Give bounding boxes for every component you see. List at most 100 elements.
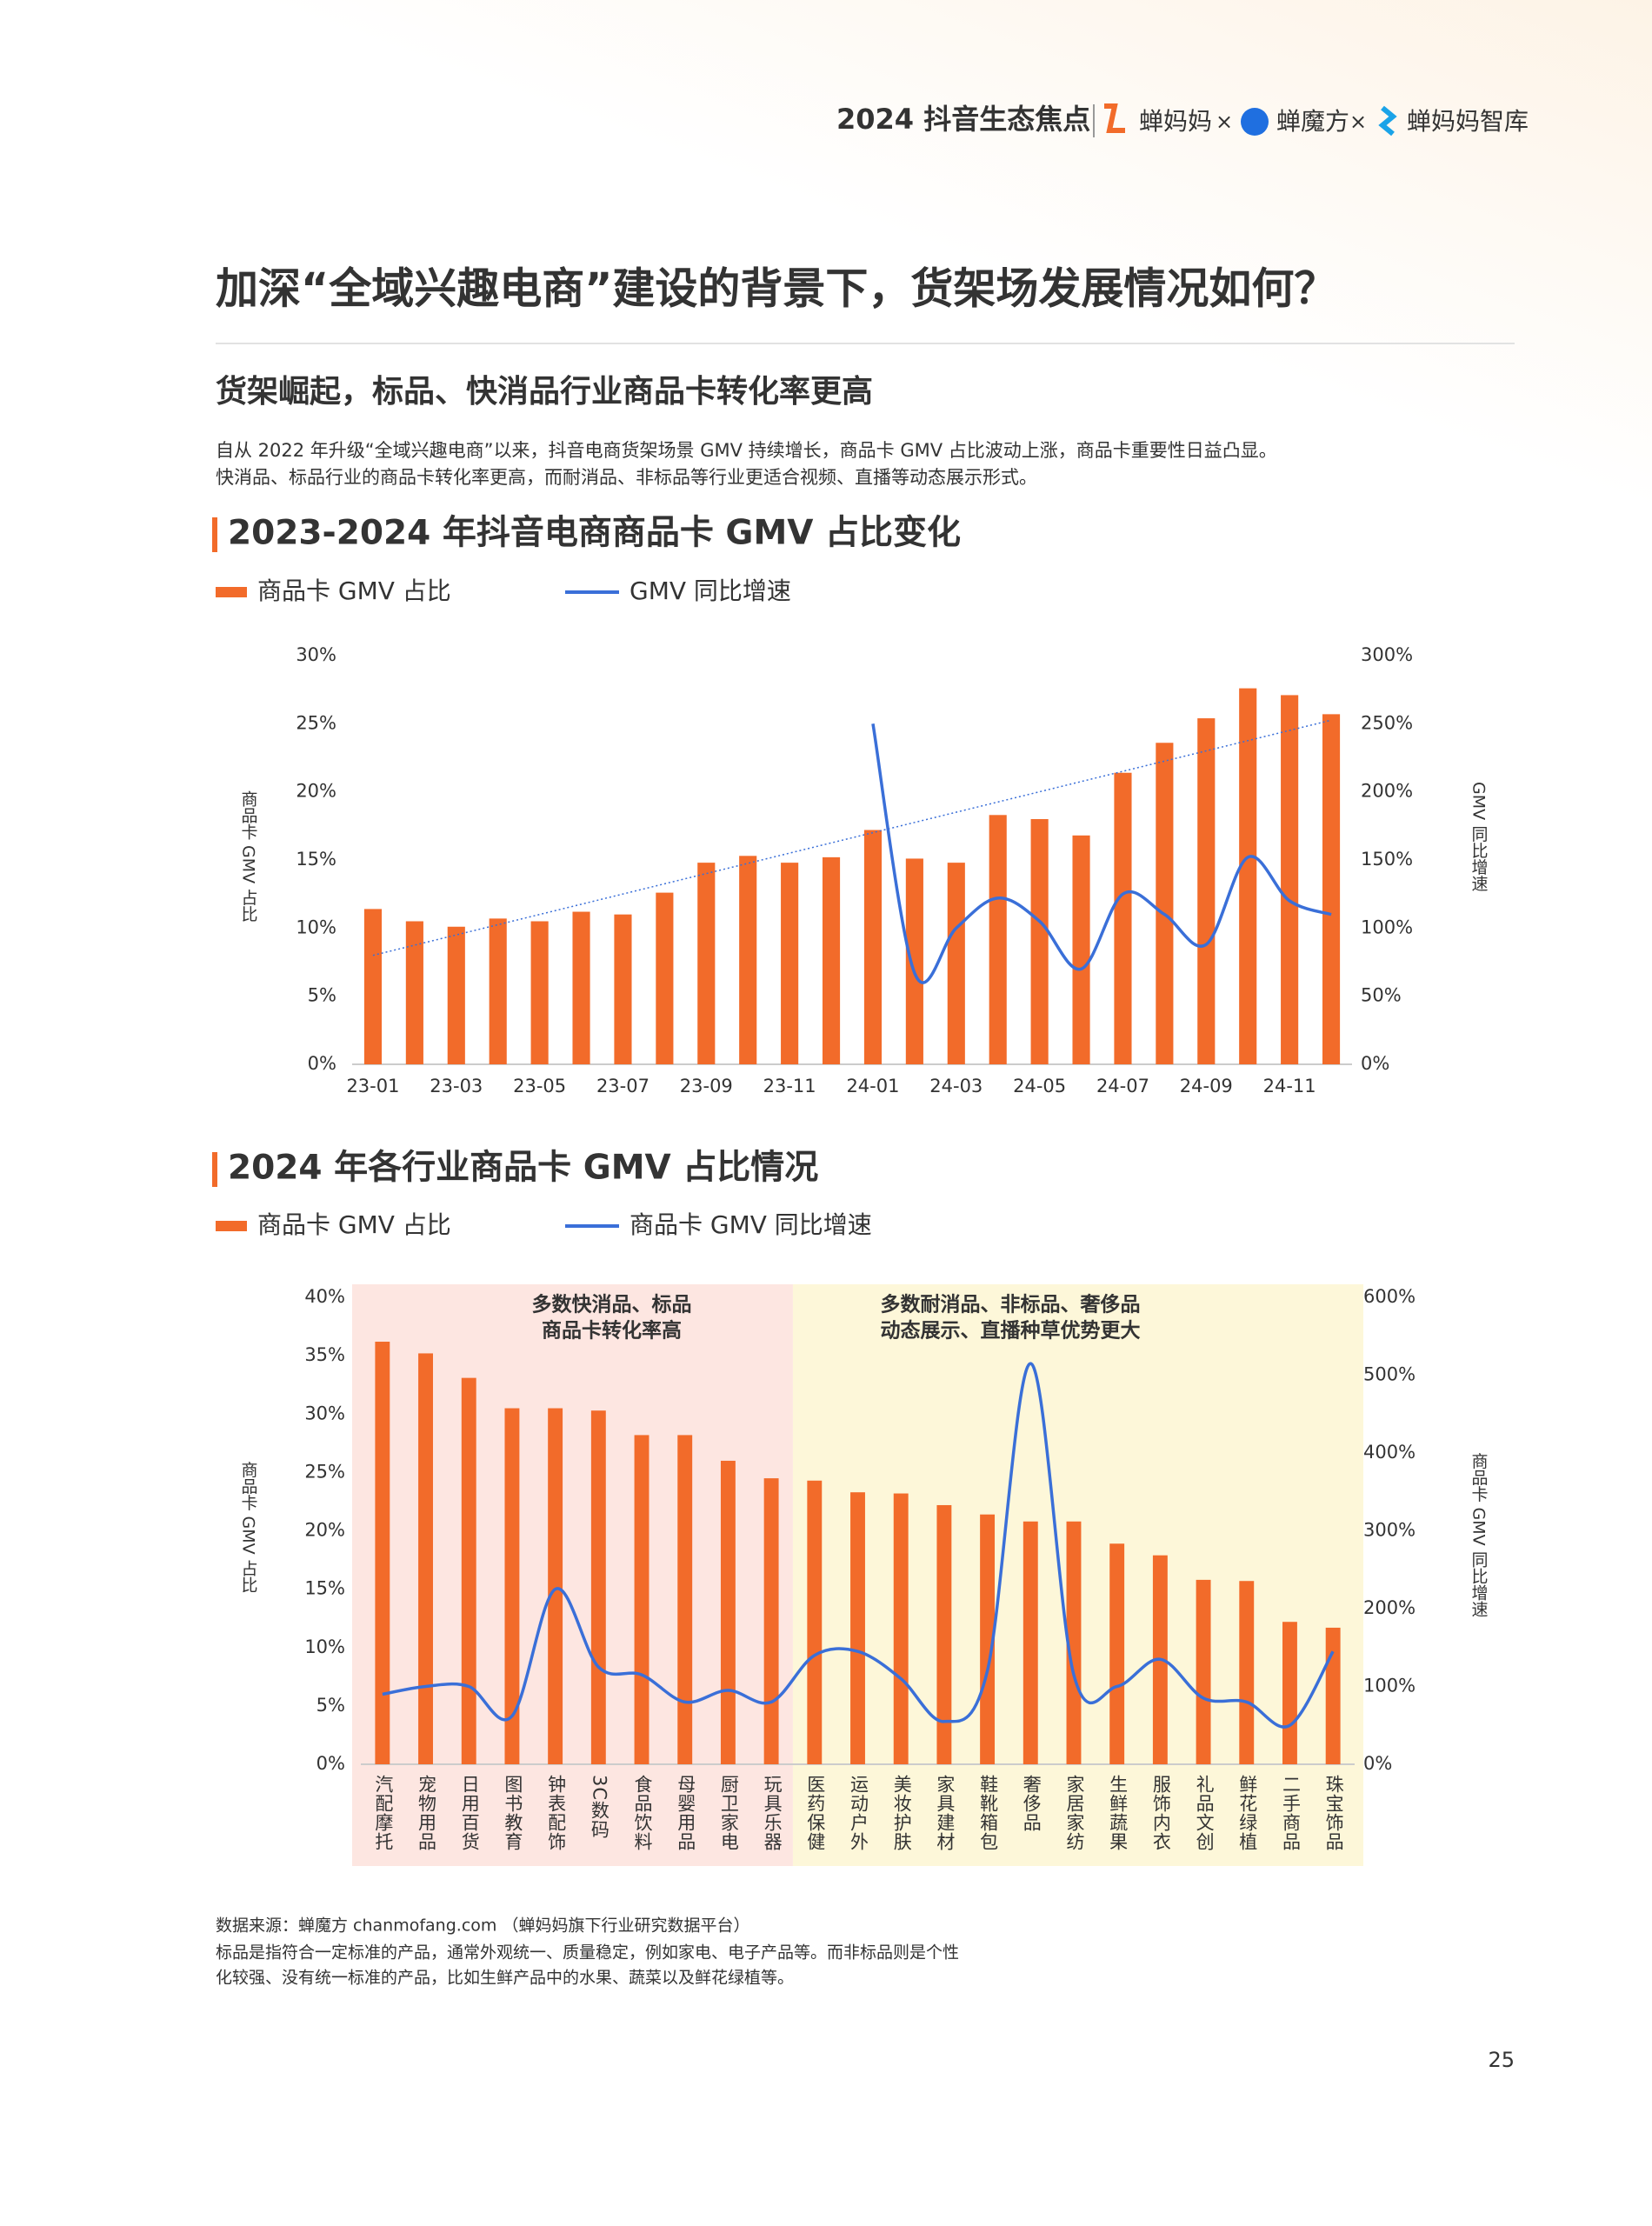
brand: 蝉妈妈智库 [1407,107,1529,136]
y2-axis-label: 商品卡 GMV 同比增速 [1469,1452,1489,1616]
bar [763,1478,779,1764]
x-tick-label: 鞋靴箱包 [978,1775,999,1851]
bar [1023,1521,1038,1764]
separator: × [1216,110,1233,134]
x-tick-label: 汽配摩托 [373,1775,394,1851]
x-tick-label: 生鲜蔬果 [1108,1775,1129,1851]
y2-tick-label: 500% [1363,1364,1416,1385]
y-axis-label: 商品卡 GMV 占比 [239,1461,258,1592]
x-tick-label: 钟表配饰 [546,1775,567,1851]
bar [989,815,1007,1064]
x-tick-label: 母婴用品 [676,1775,696,1851]
bar [1282,1622,1297,1764]
x-tick-label: 医药保健 [805,1775,826,1851]
bar [1197,718,1216,1064]
bar [947,863,965,1064]
footnote: 数据来源：蝉魔方 chanmofang.com （蝉妈妈旗下行业研究数据平台） [216,1916,749,1936]
legend-label: 商品卡 GMV 占比 [257,576,451,605]
line-series [871,723,1332,984]
brand-logo [1104,103,1125,133]
annotation: 多数耐消品、非标品、奢侈品 [880,1293,1140,1316]
bar [590,1410,606,1764]
paragraph-line: 自从 2022 年升级“全域兴趣电商”以来，抖音电商货架场景 GMV 持续增长，… [216,440,1277,461]
x-tick-label: 美妆护肤 [891,1775,912,1851]
x-tick-label: 23-01 [346,1076,399,1096]
bar [905,858,923,1064]
bar [1239,1581,1255,1764]
x-tick-label: 宠物用品 [416,1775,437,1851]
y2-tick-label: 100% [1363,1676,1416,1696]
y-tick-label: 20% [296,781,336,802]
bar [418,1353,433,1764]
header-title: 2024 抖音生态焦点 [836,103,1090,136]
bar [1322,714,1341,1064]
bar [1325,1627,1341,1764]
bar [1239,688,1257,1064]
chart-title: 2024 年各行业商品卡 GMV 占比情况 [228,1149,818,1188]
x-tick-label: 23-07 [596,1076,649,1096]
y2-tick-label: 300% [1361,644,1413,665]
annotation: 商品卡转化率高 [542,1319,682,1343]
bar [850,1492,865,1764]
y-tick-label: 5% [316,1695,345,1716]
x-tick-label: 服饰内衣 [1150,1775,1171,1851]
brand: 蝉魔方 [1276,107,1349,136]
bar [936,1504,952,1764]
x-tick-label: 奢侈品 [1021,1775,1042,1832]
y-tick-label: 35% [304,1344,345,1365]
annotation: 动态展示、直播种草优势更大 [880,1319,1140,1343]
x-tick-label: 日用百货 [459,1775,480,1851]
y-tick-label: 40% [304,1286,345,1307]
page-title: 加深“全域兴趣电商”建设的背景下，货架场发展情况如何？ [216,264,1336,314]
legend-label: 商品卡 GMV 占比 [257,1210,451,1239]
x-tick-label: 家具建材 [935,1775,956,1851]
bar [1030,819,1049,1064]
x-tick-label: 二手商品 [1280,1775,1301,1851]
bar [634,1435,649,1764]
bar [530,921,549,1064]
bar [375,1342,390,1764]
x-tick-label: 玩具乐器 [762,1775,783,1851]
y2-tick-label: 150% [1361,849,1413,870]
brand-logo [1241,108,1269,136]
y-axis-label: 商品卡 GMV 占比 [239,790,258,922]
brand: 蝉妈妈 [1139,107,1212,136]
page-number: 25 [1488,2048,1515,2072]
x-tick-label: 礼品文创 [1194,1775,1215,1851]
y-tick-label: 10% [304,1636,345,1657]
x-tick-label: 鲜花绿植 [1237,1775,1258,1851]
y-tick-label: 20% [304,1520,345,1541]
bar [1114,772,1132,1064]
x-tick-label: 23-03 [430,1076,483,1096]
legend-swatch [216,587,247,597]
trendline [372,719,1332,956]
bar [720,1460,736,1764]
x-tick-label: 食品饮料 [632,1775,653,1851]
y2-tick-label: 200% [1361,781,1413,802]
y2-tick-label: 50% [1361,985,1402,1006]
y-tick-label: 0% [308,1053,336,1074]
y-tick-label: 15% [296,849,336,870]
bar [980,1514,996,1764]
y2-tick-label: 250% [1361,712,1413,733]
x-tick-label: 24-09 [1180,1076,1233,1096]
bar [447,926,465,1064]
bar [739,856,757,1064]
footnote: 化较强、没有统一标准的产品，比如生鲜产品中的水果、蔬菜以及鲜花绿植等。 [216,1969,794,1988]
bar [548,1408,563,1764]
y-tick-label: 30% [304,1403,345,1423]
y2-tick-label: 600% [1363,1286,1416,1307]
bar [822,856,841,1064]
bar [1281,695,1299,1064]
bar [893,1493,909,1764]
y-tick-label: 25% [304,1461,345,1482]
y-tick-label: 15% [304,1578,345,1599]
paragraph-line: 快消品、标品行业的商品卡转化率更高，而耐消品、非标品等行业更适合视频、直播等动态… [216,467,1037,488]
brand-logo [1378,105,1397,137]
x-tick-label: 运动户外 [849,1775,869,1851]
x-tick-label: 24-03 [929,1076,983,1096]
x-tick-label: 图书教育 [503,1775,523,1851]
bar [1072,835,1090,1064]
